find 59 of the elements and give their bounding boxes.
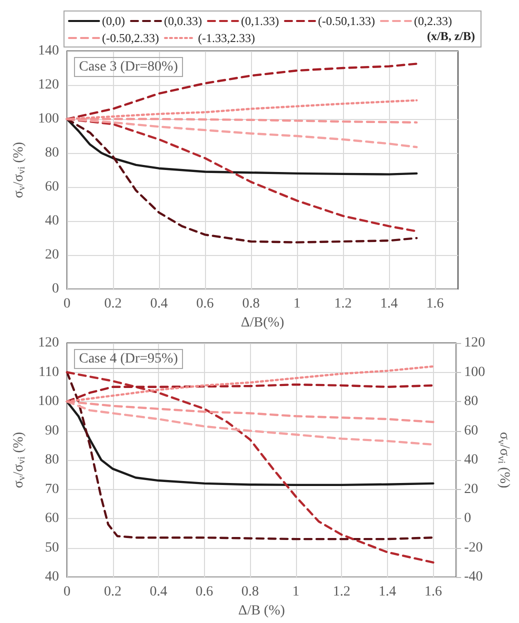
legend-label: (-0.50,2.33) <box>102 31 159 45</box>
y2-tick-label: 120 <box>464 336 486 350</box>
x-tick-label: 1 <box>294 296 300 312</box>
x-tick-label: 1.4 <box>378 584 396 600</box>
y-axis-title: σv/σvi (%) <box>12 432 28 488</box>
legend-label: (0,0) <box>102 14 125 28</box>
x-tick-label: 0.4 <box>150 296 168 312</box>
x-tick-label: 0 <box>64 584 70 600</box>
y-tick-label: 100 <box>38 394 59 410</box>
x-tick-label: 0.4 <box>150 584 168 600</box>
annotation: Case 4 (Dr=95%) <box>79 352 178 366</box>
x-tick-label: 0.8 <box>241 584 259 600</box>
y-tick-label: 40 <box>45 214 59 229</box>
x-tick-label: 0.2 <box>104 296 122 312</box>
y2-axis-title: σv/σvi (%) <box>496 432 512 489</box>
x-tick-label: 1.2 <box>332 584 350 600</box>
y2-tick-label: 0 <box>464 511 472 526</box>
x-tick-label: 1.4 <box>380 296 398 312</box>
y2-tick-label: -40 <box>464 570 483 585</box>
y-tick-label: 0 <box>52 282 59 297</box>
y-tick-label: 120 <box>38 78 59 93</box>
y-tick-label: 110 <box>38 364 59 380</box>
y-axis-title: σv/σvi (%) <box>12 142 28 198</box>
x-axis-title: Δ/B (%) <box>238 604 286 618</box>
y-tick-label: 80 <box>45 146 59 161</box>
y-tick-label: 80 <box>45 452 59 468</box>
y-tick-label: 40 <box>45 570 59 585</box>
legend-label: (-1.33,2.33) <box>198 31 255 45</box>
y2-tick-label: 80 <box>464 394 478 410</box>
legend-label: (-0.50,1.33) <box>318 14 375 28</box>
x-tick-label: 1.6 <box>426 296 444 312</box>
legend-label: (0,2.33) <box>414 14 452 28</box>
y-tick-label: 60 <box>45 511 59 526</box>
annotation: Case 3 (Dr=80%) <box>79 60 178 74</box>
x-tick-label: 0 <box>64 296 70 312</box>
y2-tick-label: 20 <box>464 482 478 497</box>
y2-tick-label: 100 <box>464 364 486 380</box>
x-tick-label: 1 <box>292 584 300 600</box>
y2-tick-label: -20 <box>464 540 483 556</box>
x-tick-label: 0.2 <box>104 584 122 600</box>
y-tick-label: 140 <box>38 44 59 58</box>
y2-tick-label: 60 <box>464 423 478 438</box>
y2-tick-label: 40 <box>464 452 478 468</box>
y-tick-label: 120 <box>38 336 59 350</box>
y-tick-label: 50 <box>45 540 59 556</box>
x-tick-label: 1.6 <box>424 584 442 600</box>
x-tick-label: 0.6 <box>196 296 214 312</box>
y-tick-label: 20 <box>45 248 59 263</box>
legend-label: (0,1.33) <box>240 14 279 28</box>
y-tick-label: 100 <box>38 112 59 127</box>
y-tick-label: 60 <box>45 180 59 195</box>
x-tick-label: 1.2 <box>334 296 352 312</box>
x-tick-label: 0.8 <box>242 296 260 312</box>
x-axis-title: Δ/B(%) <box>240 316 284 330</box>
y-tick-label: 70 <box>45 482 59 497</box>
x-tick-label: 0.6 <box>196 584 214 600</box>
legend-label: (0,0.33) <box>164 14 202 28</box>
legend-title: (x/B, z/B) <box>427 29 476 43</box>
y-tick-label: 90 <box>45 423 59 438</box>
